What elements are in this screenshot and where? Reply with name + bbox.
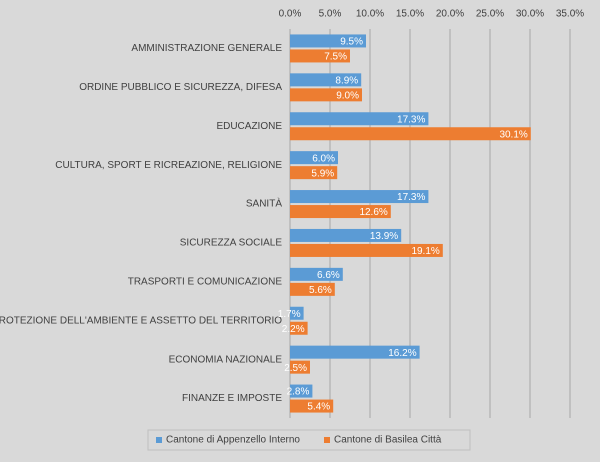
value-label: 30.1% [499,129,527,140]
bar [290,267,343,281]
legend-box [147,429,471,451]
legend-label: Cantone di Basilea Città [334,435,442,446]
value-label: 13.9% [370,231,398,242]
legend-swatch [156,437,162,443]
bar [290,112,429,126]
y-tick-label: SANITÀ [246,197,282,210]
value-label: 9.0% [336,90,359,101]
value-label: 1.7% [278,309,301,320]
value-label: 19.1% [411,246,439,257]
value-label: 6.6% [317,270,340,281]
y-tick-label: TRASPORTI E COMUNICAZIONE [128,276,283,287]
bar [290,190,429,204]
bar [290,399,334,413]
x-tick-label: 20.0% [436,9,464,20]
value-label: 6.0% [312,153,335,164]
y-tick-label: CULTURA, SPORT E RICREAZIONE, RELIGIONE [55,160,282,171]
bar [290,34,366,48]
y-tick-label: AMMINISTRAZIONE GENERALE [131,43,282,54]
value-label: 9.5% [340,37,363,48]
y-tick-label: ECONOMIA NAZIONALE [169,354,283,365]
value-label: 2.5% [284,363,307,374]
value-label: 2.2% [282,324,305,335]
bar [290,306,304,320]
x-tick-label: 35.0% [556,9,584,20]
y-tick-label: PROTEZIONE DELL'AMBIENTE E ASSETTO DEL T… [0,315,282,326]
bar [290,282,335,296]
bar [290,151,338,165]
y-tick-label: ORDINE PUBBLICO E SICUREZZA, DIFESA [79,82,282,93]
bar [290,384,313,398]
value-label: 5.9% [311,168,334,179]
bar [290,243,443,257]
value-label: 7.5% [324,52,347,63]
legend-swatch [324,437,330,443]
x-tick-label: 15.0% [396,9,424,20]
bar [290,345,420,359]
bar [290,73,362,87]
x-tick-label: 0.0% [279,9,302,20]
y-tick-label: FINANZE E IMPOSTE [182,393,282,404]
bar [290,127,531,141]
x-tick-label: 5.0% [319,9,342,20]
value-label: 17.3% [397,192,425,203]
value-label: 8.9% [335,75,358,86]
value-label: 5.6% [309,285,332,296]
value-label: 2.8% [287,387,310,398]
value-label: 5.4% [307,402,330,413]
x-tick-label: 25.0% [476,9,504,20]
bar [290,321,308,335]
bar [290,166,338,180]
x-tick-label: 30.0% [516,9,544,20]
value-label: 17.3% [397,114,425,125]
bar [290,205,391,219]
bar [290,88,362,102]
y-tick-label: SICUREZZA SOCIALE [180,238,283,249]
bar [290,228,402,242]
bar [290,360,310,374]
y-tick-label: EDUCAZIONE [216,121,282,132]
bar [290,49,350,63]
x-tick-label: 10.0% [356,9,384,20]
value-label: 16.2% [388,348,416,359]
legend-label: Cantone di Appenzello Interno [166,435,300,446]
value-label: 12.6% [359,207,387,218]
